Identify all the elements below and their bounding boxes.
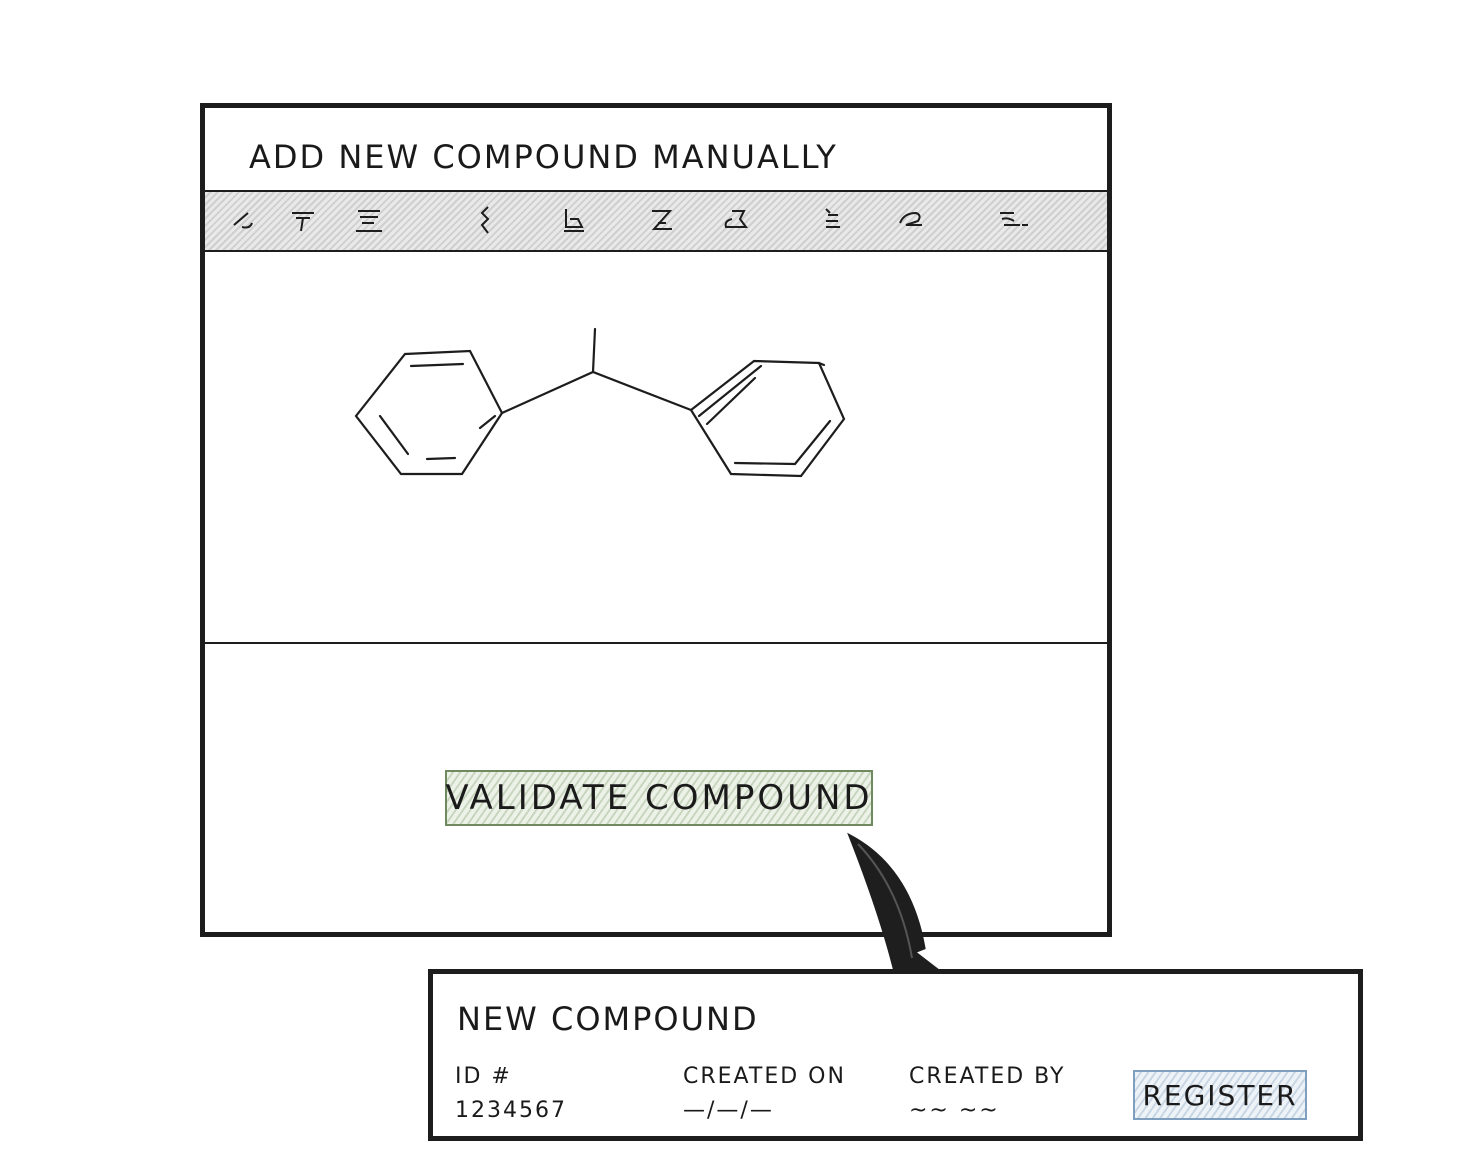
molecule-structure [354,327,846,478]
left-benzene-ring [354,349,504,476]
bond-single-icon[interactable] [225,202,265,238]
more-tools-icon[interactable] [993,202,1033,238]
right-benzene-ring [689,359,846,478]
atom-element-icon[interactable] [813,202,853,238]
id-label: ID # [455,1064,512,1089]
panel-title: NEW COMPOUND [457,1000,759,1038]
created-on-label: CREATED ON [683,1064,846,1089]
drawing-toolbar [205,190,1107,252]
central-carbon-bonds [500,327,693,415]
ring-benzene-icon[interactable] [717,202,757,238]
compound-editor-window: ADD NEW COMPOUND MANUALLY [200,103,1112,937]
id-value: 1234567 [455,1098,567,1123]
register-button[interactable]: REGISTER [1133,1070,1307,1120]
created-by-label: CREATED BY [909,1064,1066,1089]
chain-icon[interactable] [467,202,507,238]
ring-cyclohexane-icon[interactable] [553,202,593,238]
template-icon[interactable] [891,202,931,238]
bond-triple-icon[interactable] [349,202,389,238]
bond-double-icon[interactable] [283,202,323,238]
window-title: ADD NEW COMPOUND MANUALLY [249,138,838,176]
created-on-value: —/—/— [683,1098,774,1123]
validate-compound-button[interactable]: VALIDATE COMPOUND [445,770,873,826]
new-compound-panel: NEW COMPOUND ID # 1234567 CREATED ON —/—… [428,969,1363,1141]
structure-canvas[interactable] [205,252,1107,644]
ring-cyclopentane-icon[interactable] [641,202,681,238]
created-by-value: ~~ ~~ [909,1098,1000,1123]
title-bar: ADD NEW COMPOUND MANUALLY [205,108,1107,190]
